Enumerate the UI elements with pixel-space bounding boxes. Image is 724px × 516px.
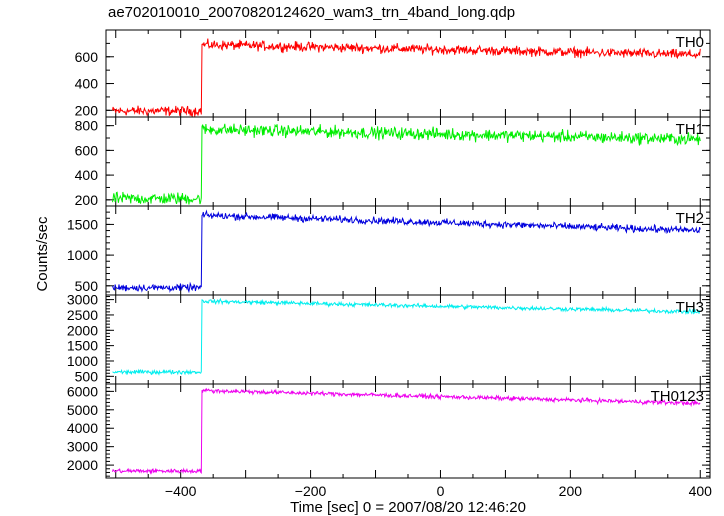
y-tick-label: 3000 — [67, 439, 98, 455]
series-label: TH3 — [676, 299, 704, 316]
x-tick-label: 0 — [437, 483, 445, 499]
y-tick-label: 6000 — [67, 383, 98, 399]
x-tick-label: −200 — [295, 483, 327, 499]
y-tick-label: 500 — [75, 368, 99, 384]
y-tick-label: 600 — [75, 49, 99, 65]
series-line-th0 — [112, 38, 701, 118]
series-line-th0123 — [112, 387, 701, 475]
y-tick-label: 400 — [75, 167, 99, 183]
y-tick-label: 5000 — [67, 402, 98, 418]
panel-frame — [105, 383, 711, 479]
panel-frame — [105, 294, 711, 385]
y-tick-label: 2000 — [67, 457, 98, 473]
y-tick-label: 800 — [75, 118, 99, 134]
y-tick-label: 1000 — [67, 353, 98, 369]
series-line-th2 — [112, 209, 701, 294]
y-tick-label: 2000 — [67, 322, 98, 338]
panel-frame — [105, 205, 711, 296]
y-tick-label: 500 — [75, 278, 99, 294]
title: ae702010010_20070820124620_wam3_trn_4ban… — [108, 4, 516, 21]
x-tick-label: 400 — [689, 483, 713, 499]
y-tick-label: 1000 — [67, 247, 98, 263]
x-axis-label: Time [sec] 0 = 2007/08/20 12:46:20 — [290, 499, 526, 516]
series-label: TH2 — [676, 210, 704, 227]
series-label: TH0 — [676, 34, 704, 51]
y-tick-label: 600 — [75, 142, 99, 158]
series-line-th1 — [112, 123, 701, 205]
y-tick-label: 200 — [75, 102, 99, 118]
x-tick-label: −400 — [165, 483, 197, 499]
y-tick-label: 1500 — [67, 216, 98, 232]
series-label: TH0123 — [651, 388, 704, 405]
y-tick-label: 3000 — [67, 292, 98, 308]
series-line-th3 — [112, 297, 701, 376]
x-tick-label: 200 — [559, 483, 583, 499]
series-label: TH1 — [676, 121, 704, 138]
y-axis-label: Counts/sec — [34, 216, 51, 292]
panel-frame — [105, 116, 711, 207]
y-tick-label: 200 — [75, 192, 99, 208]
panel-frame — [105, 29, 711, 118]
y-tick-label: 4000 — [67, 420, 98, 436]
y-tick-label: 2500 — [67, 307, 98, 323]
y-tick-label: 400 — [75, 76, 99, 92]
y-tick-label: 1500 — [67, 338, 98, 354]
